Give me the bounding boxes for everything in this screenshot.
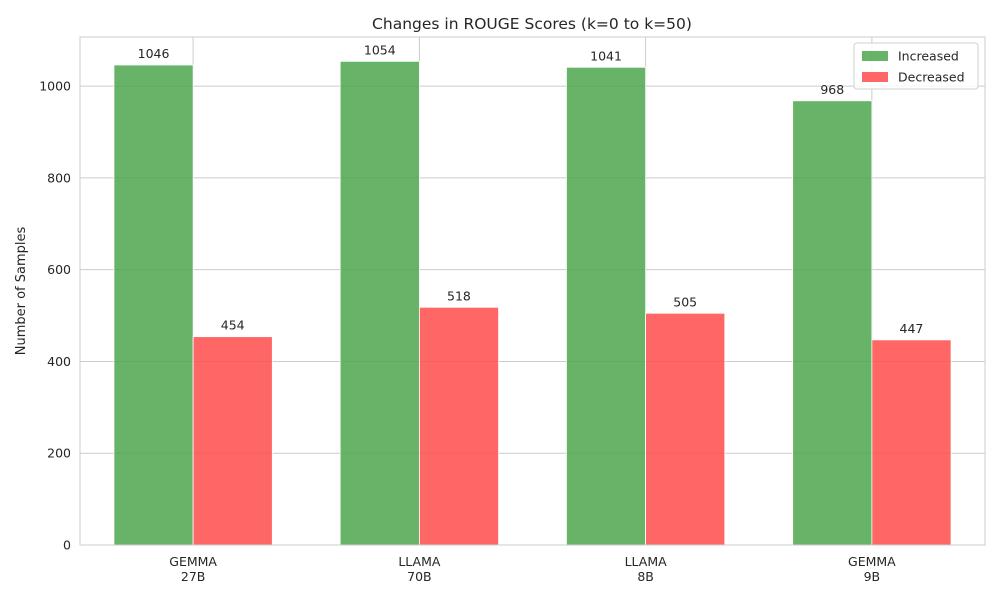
legend-label-increased: Increased bbox=[898, 49, 959, 64]
bar-decreased bbox=[418, 306, 499, 546]
y-axis-ticks: 0 200 400 600 800 1000 bbox=[39, 79, 71, 553]
x-tick-label: GEMMA 27B bbox=[169, 554, 217, 584]
y-axis-label: Number of Samples bbox=[14, 227, 29, 356]
x-tick-label: LLAMA 8B bbox=[625, 554, 668, 584]
legend: Increased Decreased bbox=[853, 42, 979, 90]
bar-value-label: 1054 bbox=[364, 42, 396, 57]
bar-value-label: 505 bbox=[673, 294, 697, 309]
bar-value-label: 454 bbox=[221, 318, 245, 333]
bar-value-label: 518 bbox=[447, 288, 471, 303]
x-tick-label: GEMMA 9B bbox=[848, 554, 896, 584]
bar-increased bbox=[339, 60, 420, 546]
x-axis-ticks: GEMMA 27B LLAMA 70B LLAMA 8B GEMMA 9B bbox=[169, 554, 896, 584]
data-labels: 1046 454 1054 518 1041 505 968 447 bbox=[138, 42, 924, 336]
bar-value-label: 1041 bbox=[590, 48, 622, 63]
bar-value-label: 968 bbox=[820, 82, 844, 97]
legend-label-decreased: Decreased bbox=[898, 70, 965, 85]
y-tick-label: 600 bbox=[47, 262, 71, 277]
legend-swatch-decreased bbox=[862, 72, 888, 82]
y-tick-label: 800 bbox=[47, 170, 71, 185]
y-tick-label: 200 bbox=[47, 446, 71, 461]
bar-value-label: 1046 bbox=[138, 46, 170, 61]
bar-decreased bbox=[645, 312, 726, 546]
chart-title: Changes in ROUGE Scores (k=0 to k=50) bbox=[372, 15, 692, 33]
plot-area-frame bbox=[79, 36, 986, 546]
bar-value-label: 447 bbox=[900, 321, 924, 336]
bar-decreased bbox=[192, 336, 273, 546]
bar-increased bbox=[792, 100, 873, 546]
y-tick-label: 1000 bbox=[39, 79, 71, 94]
bar-increased bbox=[566, 66, 647, 546]
x-tick-label: LLAMA 70B bbox=[398, 554, 441, 584]
bar-increased bbox=[113, 64, 194, 546]
y-tick-label: 400 bbox=[47, 354, 71, 369]
bar-decreased bbox=[871, 339, 952, 546]
bars bbox=[113, 60, 952, 546]
legend-swatch-increased bbox=[862, 51, 888, 61]
y-tick-label: 0 bbox=[63, 538, 71, 553]
